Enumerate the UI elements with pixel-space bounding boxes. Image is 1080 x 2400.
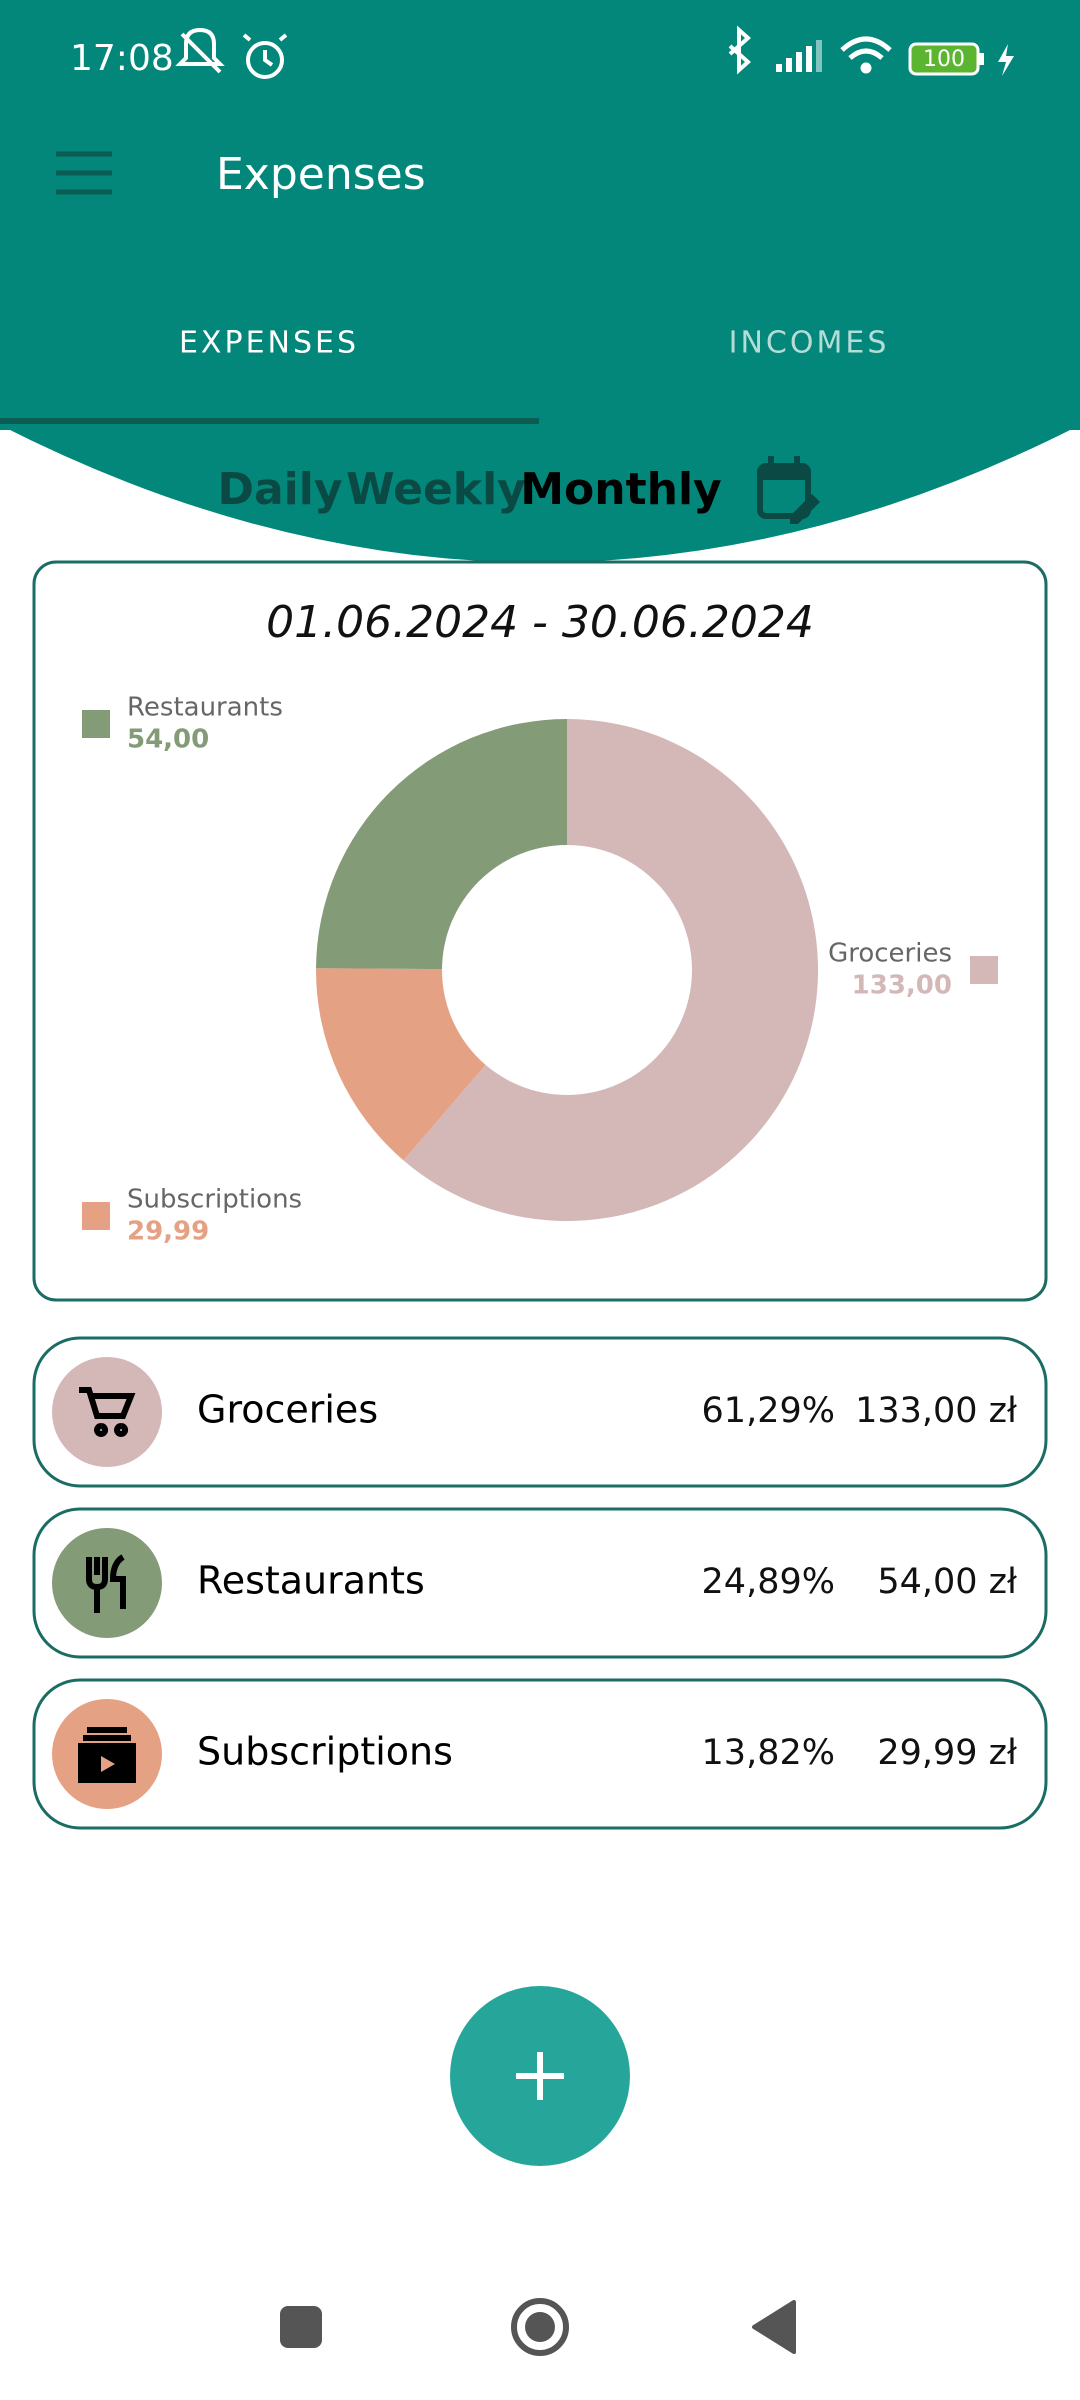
battery-level: 100 bbox=[923, 47, 965, 72]
legend-swatch bbox=[82, 710, 110, 738]
category-name: Subscriptions bbox=[197, 1730, 453, 1774]
signal-icon bbox=[776, 40, 822, 72]
legend-label: Restaurants bbox=[127, 693, 283, 723]
category-amount: 29,99 zł bbox=[877, 1733, 1017, 1773]
category-icon bbox=[79, 1387, 136, 1437]
donut-slice bbox=[316, 968, 486, 1161]
row-card bbox=[32, 1336, 1048, 1488]
category-row[interactable]: Groceries 61,29% 133,00 zł bbox=[32, 1336, 1048, 1488]
period[interactable]: Monthly bbox=[520, 464, 721, 515]
legend-swatch bbox=[970, 956, 998, 984]
category-percent: 13,82% bbox=[702, 1733, 835, 1773]
donut-slice bbox=[403, 719, 818, 1221]
category-row[interactable]: Restaurants 24,89% 54,00 zł bbox=[32, 1507, 1048, 1659]
nav-recents[interactable] bbox=[280, 2306, 322, 2348]
app-title: Expenses bbox=[216, 149, 426, 200]
category-percent: 24,89% bbox=[702, 1562, 835, 1602]
chart-card bbox=[32, 560, 1048, 1302]
category-icon bbox=[86, 1554, 126, 1613]
tab[interactable]: INCOMES bbox=[729, 326, 890, 361]
category-amount: 54,00 zł bbox=[877, 1562, 1017, 1602]
wifi-icon bbox=[840, 36, 892, 74]
category-amount: 133,00 zł bbox=[855, 1391, 1017, 1431]
status-icons bbox=[175, 25, 752, 79]
category-row[interactable]: Subscriptions 13,82% 29,99 zł bbox=[32, 1678, 1048, 1830]
battery-tip bbox=[979, 53, 984, 65]
play-icon bbox=[101, 1756, 115, 1772]
status-time: 17:08 bbox=[70, 38, 174, 79]
header-curve bbox=[0, 425, 1080, 563]
period[interactable]: Daily bbox=[217, 464, 342, 515]
tab-indicator bbox=[0, 418, 539, 424]
category-name: Groceries bbox=[197, 1388, 378, 1432]
add-icon bbox=[516, 2052, 564, 2100]
legend-swatch bbox=[82, 1202, 110, 1230]
battery-icon bbox=[908, 42, 980, 76]
legend-value: 133,00 bbox=[852, 971, 952, 1001]
category-percent: 61,29% bbox=[702, 1391, 835, 1431]
legend-label: Groceries bbox=[828, 939, 952, 969]
calendar-button[interactable] bbox=[757, 456, 820, 524]
app-bar-bg bbox=[0, 0, 1080, 430]
row-card bbox=[32, 1678, 1048, 1830]
category-name: Restaurants bbox=[197, 1559, 425, 1603]
donut-slice bbox=[316, 719, 567, 970]
legend-label: Subscriptions bbox=[127, 1185, 302, 1215]
legend-value: 54,00 bbox=[127, 725, 209, 755]
category-icon-bg bbox=[52, 1357, 162, 1467]
nav-home[interactable] bbox=[511, 2298, 569, 2356]
nav-back[interactable] bbox=[752, 2300, 796, 2354]
row-card bbox=[32, 1507, 1048, 1659]
legend-value: 29,99 bbox=[127, 1217, 209, 1247]
chart-title: 01.06.2024 - 30.06.2024 bbox=[266, 597, 814, 648]
category-icon bbox=[78, 1727, 136, 1783]
period[interactable]: Weekly bbox=[346, 464, 526, 515]
menu-button[interactable] bbox=[56, 151, 112, 195]
tab[interactable]: EXPENSES bbox=[179, 326, 359, 361]
charging-icon bbox=[998, 44, 1014, 76]
